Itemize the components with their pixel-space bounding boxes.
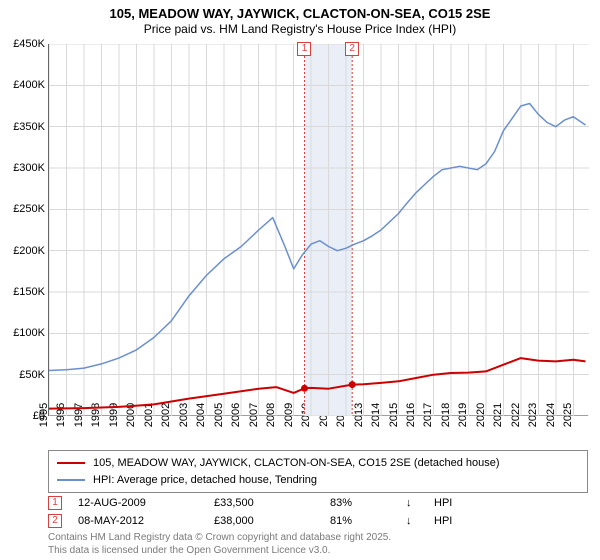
transaction-price: £38,000 <box>214 515 314 527</box>
transaction-marker-label: 1 <box>297 42 311 56</box>
legend: 105, MEADOW WAY, JAYWICK, CLACTON-ON-SEA… <box>48 450 588 493</box>
transaction-pct: 81% <box>330 515 390 527</box>
transaction-marker-label: 2 <box>345 42 359 56</box>
chart-subtitle: Price paid vs. HM Land Registry's House … <box>0 22 600 37</box>
y-axis-tick-label: £250K <box>13 203 49 215</box>
chart-plot-area: 1995199619971998199920002001200220032004… <box>48 44 588 416</box>
transaction-row: 2 08-MAY-2012 £38,000 81% ↓ HPI <box>48 512 588 530</box>
y-axis-tick-label: £100K <box>13 327 49 339</box>
chart-title: 105, MEADOW WAY, JAYWICK, CLACTON-ON-SEA… <box>0 6 600 22</box>
chart-title-block: 105, MEADOW WAY, JAYWICK, CLACTON-ON-SEA… <box>0 0 600 37</box>
down-arrow-icon: ↓ <box>406 515 418 527</box>
y-axis-tick-label: £350K <box>13 121 49 133</box>
transaction-date: 08-MAY-2012 <box>78 515 198 527</box>
legend-label: HPI: Average price, detached house, Tend… <box>93 472 317 489</box>
transaction-marker: 2 <box>48 514 62 528</box>
y-axis-tick-label: £450K <box>13 38 49 50</box>
attribution-line: This data is licensed under the Open Gov… <box>48 545 588 558</box>
y-axis-tick-label: £200K <box>13 245 49 257</box>
down-arrow-icon: ↓ <box>406 497 418 509</box>
y-axis-tick-label: £400K <box>13 79 49 91</box>
y-axis-tick-label: £300K <box>13 162 49 174</box>
y-axis-tick-label: £50K <box>19 369 49 381</box>
chart-svg <box>49 44 589 416</box>
transaction-price: £33,500 <box>214 497 314 509</box>
legend-swatch <box>57 462 85 464</box>
legend-swatch <box>57 479 85 481</box>
transaction-vs: HPI <box>434 497 452 509</box>
transaction-date: 12-AUG-2009 <box>78 497 198 509</box>
y-axis-tick-label: £0 <box>33 410 49 422</box>
legend-item: 105, MEADOW WAY, JAYWICK, CLACTON-ON-SEA… <box>57 455 579 472</box>
attribution-line: Contains HM Land Registry data © Crown c… <box>48 532 588 545</box>
sale-point <box>301 385 308 392</box>
transactions-table: 1 12-AUG-2009 £33,500 83% ↓ HPI 2 08-MAY-2012 £3… <box>48 494 588 530</box>
legend-item: HPI: Average price, detached house, Tend… <box>57 472 579 489</box>
transaction-pct: 83% <box>330 497 390 509</box>
legend-label: 105, MEADOW WAY, JAYWICK, CLACTON-ON-SEA… <box>93 455 500 472</box>
transaction-row: 1 12-AUG-2009 £33,500 83% ↓ HPI <box>48 494 588 512</box>
transaction-vs: HPI <box>434 515 452 527</box>
sale-point <box>349 381 356 388</box>
attribution: Contains HM Land Registry data © Crown c… <box>48 532 588 557</box>
transaction-marker: 1 <box>48 496 62 510</box>
y-axis-tick-label: £150K <box>13 286 49 298</box>
